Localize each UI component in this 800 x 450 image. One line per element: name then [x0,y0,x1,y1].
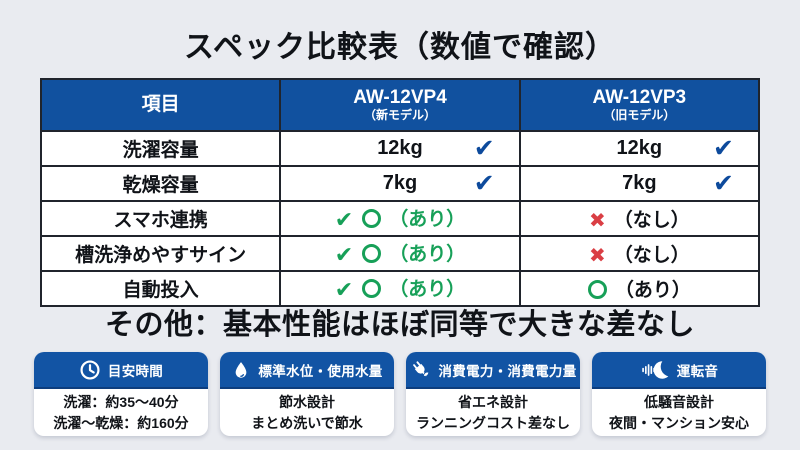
page-title: スペック比較表（数値で確認） [184,31,616,64]
spec-value: 7kg [622,172,657,194]
spec-comparison-table: 項目 AW-12VP4 （新モデル） AW-12VP3 （旧モデル） 洗濯容量 1… [39,78,761,307]
card-time-header: 目安時間 [34,352,208,389]
card-time: 目安時間 洗濯：約35〜40分 洗濯〜乾燥：約160分 [34,352,208,436]
clock-icon [79,359,101,381]
card-water-header: 標準水位・使用水量 [220,352,394,389]
row-label: スマホ連携 [39,200,282,237]
table-row: 洗濯容量 12kg ✔ 12kg ✔ [39,130,761,167]
card-noise-header: 運転音 [592,352,766,389]
spec-cell: ✖ （なし） [518,200,761,237]
card-power-body: 省エネ設計 ランニングコスト差なし [406,389,580,436]
card-line: 低騒音設計 [644,393,714,410]
circle-icon [587,280,607,299]
card-title: 運転音 [676,363,719,379]
feature-text: （あり） [389,209,466,230]
spec-cell: 7kg ✔ [279,165,521,202]
card-title: 目安時間 [107,363,164,379]
spec-value: 7kg [382,172,418,194]
circle-icon [362,244,382,263]
card-noise: 運転音 低騒音設計 夜間・マンション安心 [592,352,766,436]
feature-cards: 目安時間 洗濯：約35〜40分 洗濯〜乾燥：約160分 標準水位・使用水量 節水… [34,352,766,436]
card-line: 洗濯：約35〜40分 [63,393,179,410]
spec-cell: （あり） [518,270,761,307]
circle-icon [362,209,382,228]
spec-value: 12kg [616,137,663,159]
card-power-header: 消費電力・消費電力量 [406,352,580,389]
card-water: 標準水位・使用水量 節水設計 まとめ洗いで節水 [220,352,394,436]
spec-cell: ✔ （あり） [279,200,521,237]
spec-cell: 7kg ✔ [518,165,761,202]
column-header-sublabel: （旧モデル） [603,108,676,123]
spec-cell: 12kg ✔ [518,130,761,167]
feature-text: （あり） [389,279,466,300]
card-time-body: 洗濯：約35〜40分 洗濯〜乾燥：約160分 [34,389,208,436]
feature-text: （あり） [614,280,691,301]
column-header-label: 項目 [141,94,180,116]
check-icon: ✔ [334,277,354,302]
row-label: 洗濯容量 [39,130,282,167]
card-power: 消費電力・消費電力量 省エネ設計 ランニングコスト差なし [406,352,580,436]
water-drop-icon [231,360,251,380]
card-title: 消費電力・消費電力量 [438,363,577,379]
table-header-row: 項目 AW-12VP4 （新モデル） AW-12VP3 （旧モデル） [39,78,761,132]
eco-plug-icon [410,359,432,381]
table-row: 槽洗浄めやすサイン ✔ （あり） ✖ （なし） [39,235,761,272]
column-header-old-model: AW-12VP3 （旧モデル） [518,78,761,132]
column-header-sublabel: （新モデル） [363,108,436,123]
check-icon: ✔ [713,168,734,197]
spec-cell: ✔ （あり） [279,235,521,272]
sound-wave-moon-icon [640,359,670,381]
card-title: 標準水位・使用水量 [258,363,383,379]
feature-text: （あり） [389,244,466,265]
feature-text: （なし） [613,244,690,266]
check-icon: ✔ [334,242,354,267]
column-header-new-model: AW-12VP4 （新モデル） [279,78,521,132]
spec-value: 12kg [377,137,423,159]
column-header-label: AW-12VP4 [353,87,447,109]
card-water-body: 節水設計 まとめ洗いで節水 [220,389,394,436]
card-line: まとめ洗いで節水 [251,414,363,431]
check-icon: ✔ [473,133,495,162]
row-label: 乾燥容量 [39,165,282,202]
card-line: 洗濯〜乾燥：約160分 [53,414,189,431]
table-row: 自動投入 ✔ （あり） （あり） [39,270,761,307]
column-header-label: AW-12VP3 [592,87,687,109]
card-noise-body: 低騒音設計 夜間・マンション安心 [592,389,766,436]
row-label: 自動投入 [39,270,282,307]
feature-text: （なし） [613,209,690,231]
row-label: 槽洗浄めやすサイン [39,235,282,272]
cross-icon: ✖ [588,244,606,267]
table-row: 乾燥容量 7kg ✔ 7kg ✔ [39,165,761,202]
check-icon: ✔ [334,207,354,232]
cross-icon: ✖ [588,209,606,232]
column-header-item: 項目 [39,78,282,132]
circle-icon [362,279,382,298]
other-note: その他：基本性能はほぼ同等で大きな差なし [104,309,695,341]
spec-cell: 12kg ✔ [279,130,521,167]
table-row: スマホ連携 ✔ （あり） ✖ （なし） [39,200,761,237]
spec-cell: ✔ （あり） [279,270,521,307]
card-line: 節水設計 [279,393,335,410]
spec-cell: ✖ （なし） [518,235,761,272]
spec-table-body: 洗濯容量 12kg ✔ 12kg ✔ 乾燥容量 7kg ✔ 7kg ✔ スマホ連携 ✔ （あり） ✖ （なし… [39,130,761,307]
card-line: 省エネ設計 [458,393,528,410]
card-line: ランニングコスト差なし [416,414,570,431]
check-icon: ✔ [713,133,734,162]
check-icon: ✔ [473,168,495,197]
card-line: 夜間・マンション安心 [609,414,749,431]
